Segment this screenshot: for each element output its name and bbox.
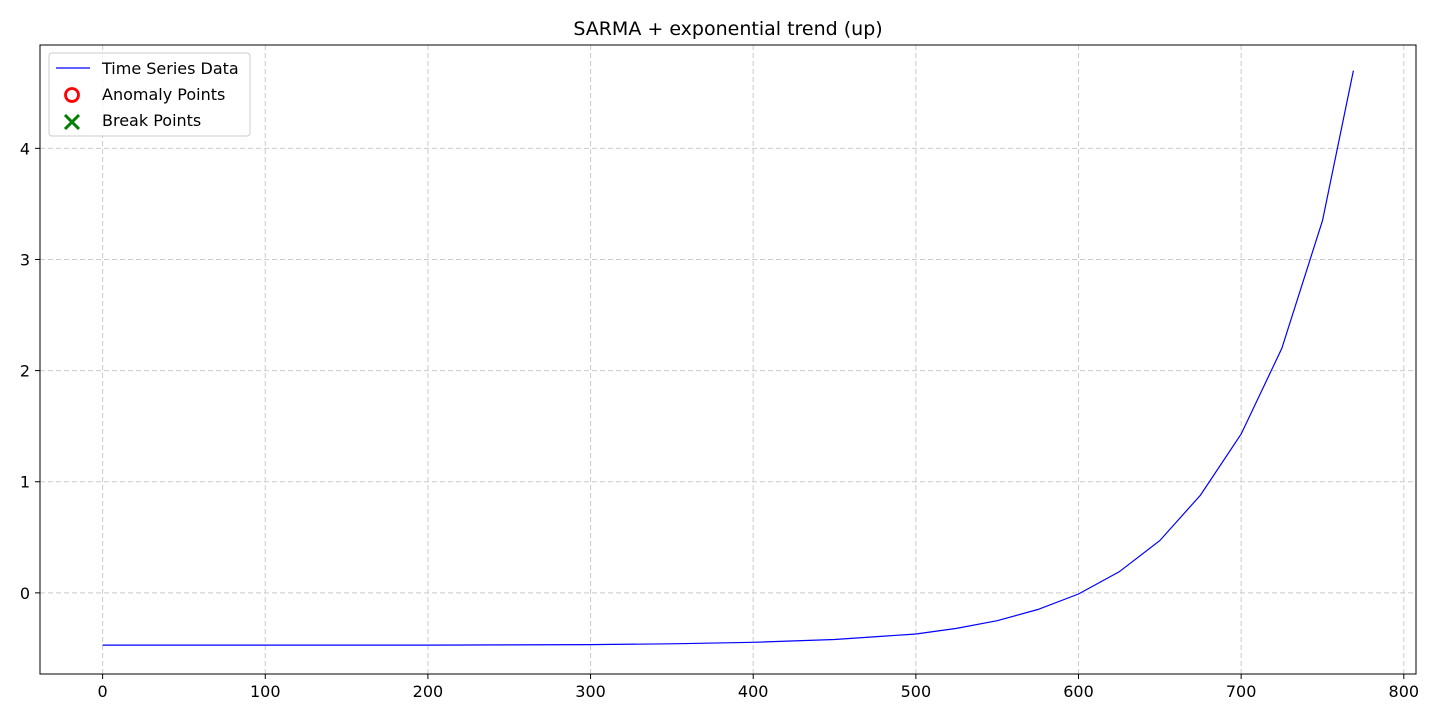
- y-tick-label: 0: [20, 584, 30, 603]
- x-tick-label: 700: [1226, 682, 1257, 701]
- chart-title: SARMA + exponential trend (up): [573, 18, 882, 40]
- series-line: [102, 70, 1354, 646]
- x-tick-label: 300: [575, 682, 606, 701]
- y-axis: 0 1 2 3 4: [20, 139, 40, 603]
- x-tick-label: 200: [413, 682, 444, 701]
- plot-area: [102, 70, 1354, 646]
- legend: Time Series Data Anomaly Points Break Poin…: [48, 52, 251, 137]
- grid: [40, 45, 1416, 674]
- x-tick-label: 500: [901, 682, 932, 701]
- legend-label: Break Points: [102, 111, 201, 130]
- legend-circle-swatch: [64, 87, 80, 103]
- x-tick-label: 800: [1389, 682, 1420, 701]
- x-axis: 0 100 200 300 400 500 600 700 800: [98, 674, 1420, 701]
- x-tick-label: 100: [250, 682, 281, 701]
- legend-box: [48, 52, 251, 137]
- x-tick-label: 600: [1063, 682, 1094, 701]
- x-tick-label: 400: [738, 682, 769, 701]
- y-tick-label: 3: [20, 250, 30, 269]
- y-tick-label: 2: [20, 362, 30, 381]
- axes-frame: [39, 44, 1417, 675]
- y-tick-label: 1: [20, 473, 30, 492]
- legend-label: Time Series Data: [101, 59, 239, 78]
- y-tick-label: 4: [20, 139, 30, 158]
- x-tick-label: 0: [98, 682, 108, 701]
- legend-label: Anomaly Points: [102, 85, 225, 104]
- legend-x-swatch: [63, 113, 81, 131]
